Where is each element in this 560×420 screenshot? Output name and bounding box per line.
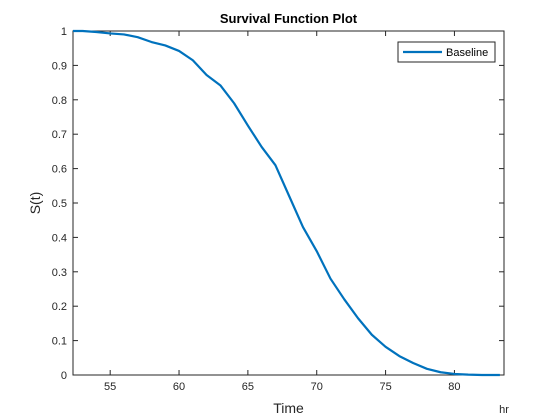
y-axis-label: S(t) bbox=[27, 192, 43, 215]
y-tick-label: 0.5 bbox=[52, 198, 67, 210]
x-tick-label: 70 bbox=[311, 381, 323, 393]
y-tick-label: 0.2 bbox=[52, 301, 67, 313]
chart-title: Survival Function Plot bbox=[220, 11, 358, 26]
x-tick-label: 75 bbox=[379, 381, 391, 393]
y-tick-label: 0.9 bbox=[52, 60, 67, 72]
y-axis: 0 0.1 0.2 0.3 0.4 0.5 0.6 0.7 0.8 0.9 1 bbox=[52, 26, 504, 382]
x-axis: 55 60 65 70 75 80 bbox=[104, 31, 461, 393]
y-tick-label: 1 bbox=[61, 26, 67, 38]
series-line-baseline bbox=[73, 29, 500, 377]
x-axis-unit: hr bbox=[499, 404, 509, 416]
x-tick-label: 60 bbox=[173, 381, 185, 393]
y-tick-label: 0.4 bbox=[52, 232, 67, 244]
y-tick-label: 0.1 bbox=[52, 336, 67, 348]
y-tick-label: 0 bbox=[61, 370, 67, 382]
legend-box bbox=[397, 41, 496, 63]
plot-area bbox=[72, 30, 505, 376]
y-tick-label: 0.8 bbox=[52, 95, 67, 107]
y-tick-label: 0.7 bbox=[52, 129, 67, 141]
x-axis-label: Time bbox=[273, 400, 304, 416]
legend-label-baseline: Baseline bbox=[446, 47, 488, 59]
x-tick-label: 80 bbox=[448, 381, 460, 393]
x-tick-label: 65 bbox=[242, 381, 254, 393]
y-tick-label: 0.3 bbox=[52, 267, 67, 279]
legend: Baseline bbox=[397, 41, 496, 63]
y-tick-label: 0.6 bbox=[52, 164, 67, 176]
x-tick-label: 55 bbox=[104, 381, 116, 393]
